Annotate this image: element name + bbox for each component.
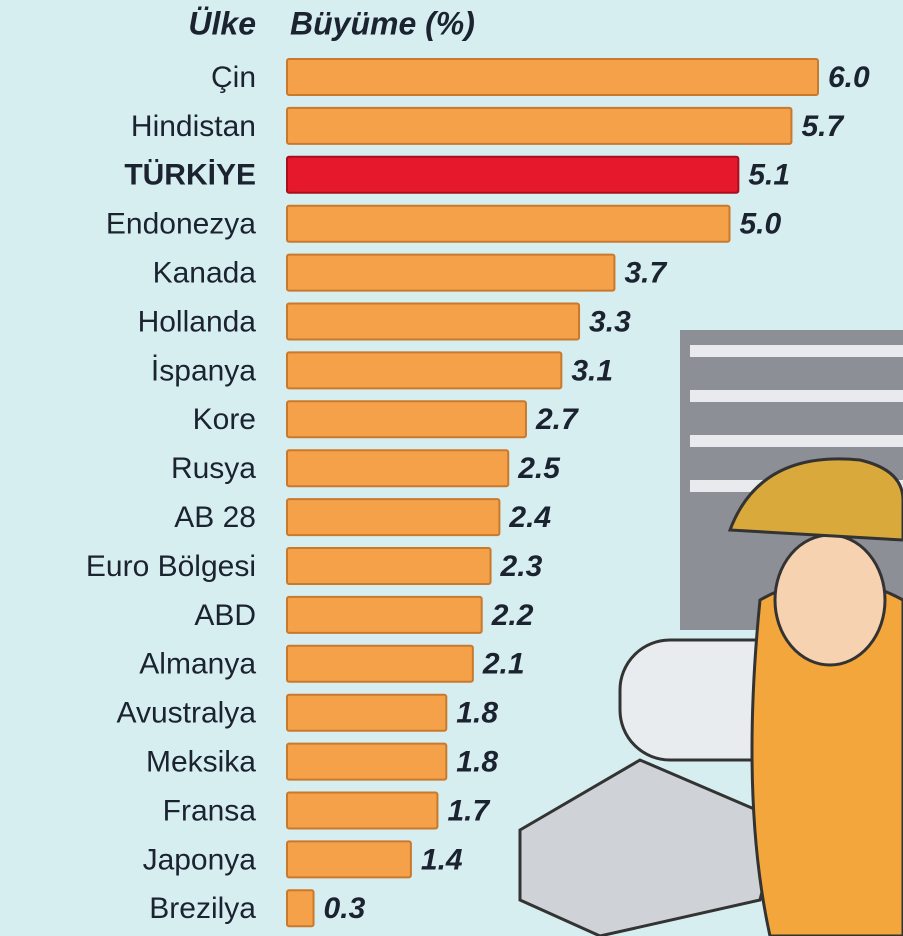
value-label: 2.3 [500, 550, 543, 583]
device [518, 758, 782, 936]
value-label: 3.1 [571, 354, 613, 387]
value-label: 6.0 [828, 61, 870, 94]
category-label: Avustralya [116, 697, 256, 730]
bar [286, 547, 492, 585]
value-label: 5.1 [748, 159, 790, 192]
bar [286, 791, 439, 830]
category-label: Meksika [146, 746, 256, 779]
category-label: Rusya [171, 452, 256, 485]
value-label: 1.8 [456, 697, 498, 730]
category-label: Almanya [139, 648, 256, 681]
value-label: 0.3 [324, 892, 366, 925]
category-label: TÜRKİYE [124, 159, 256, 192]
bar [286, 595, 483, 634]
category-label: Kanada [153, 257, 257, 290]
bar [286, 204, 731, 243]
category-label: Hindistan [131, 110, 256, 143]
value-label: 1.4 [421, 843, 463, 876]
category-label: Japonya [143, 843, 257, 876]
bar [286, 302, 581, 341]
illustration [518, 330, 903, 936]
bar [286, 840, 412, 879]
value-label: 2.2 [491, 599, 534, 632]
value-label: 3.3 [589, 305, 631, 338]
bar [286, 449, 510, 488]
category-label: İspanya [151, 354, 256, 387]
value-label: 1.7 [447, 794, 490, 827]
value-label: 5.7 [801, 110, 844, 143]
bar [286, 742, 448, 781]
bar [286, 400, 527, 439]
value-label: 2.7 [535, 403, 579, 436]
bar [286, 889, 315, 928]
category-label: AB 28 [174, 501, 256, 534]
header-country: Ülke [188, 5, 256, 41]
bar [286, 106, 793, 145]
bar [286, 498, 501, 537]
value-label: 5.0 [740, 208, 782, 241]
bar [286, 253, 616, 292]
value-label: 2.1 [482, 648, 525, 681]
category-label: Çin [211, 61, 256, 94]
category-label: Endonezya [106, 208, 256, 241]
worker-head [773, 533, 887, 667]
header-value: Büyüme (%) [290, 5, 475, 41]
category-label: Kore [193, 403, 256, 436]
category-label: Brezilya [149, 892, 256, 925]
category-label: Hollanda [138, 305, 257, 338]
helmet [727, 457, 903, 542]
bar [286, 693, 448, 732]
bar [286, 58, 819, 96]
bar [286, 155, 740, 194]
value-label: 2.5 [517, 452, 561, 485]
category-label: ABD [194, 599, 256, 632]
value-label: 2.4 [508, 501, 551, 534]
category-label: Euro Bölgesi [86, 550, 256, 583]
value-label: 3.7 [624, 257, 667, 290]
bar [286, 644, 474, 683]
bar [286, 351, 563, 390]
category-label: Fransa [163, 794, 257, 827]
value-label: 1.8 [456, 746, 498, 779]
